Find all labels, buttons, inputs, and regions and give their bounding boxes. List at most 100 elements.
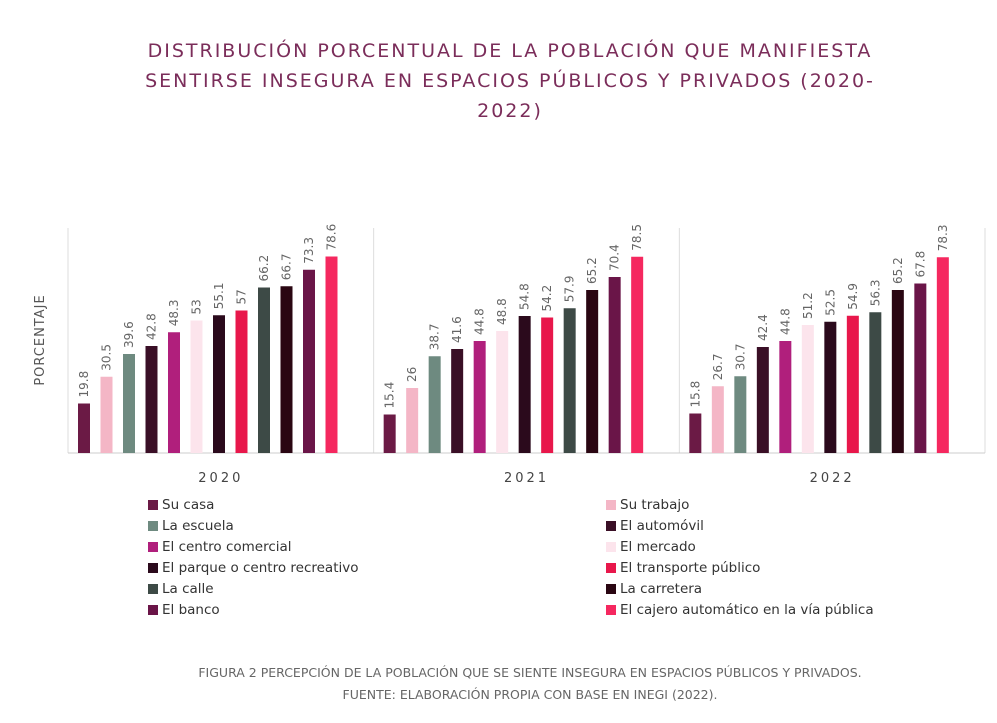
bar xyxy=(586,290,599,453)
bar xyxy=(846,315,859,453)
value-label: 19.8 xyxy=(77,371,91,398)
bar xyxy=(78,403,90,453)
x-tick-label: 2020 xyxy=(198,471,243,486)
legend-item: El transporte público xyxy=(606,557,760,578)
bar xyxy=(213,315,225,453)
legend-label: Su casa xyxy=(162,496,215,513)
legend-label: El automóvil xyxy=(620,517,704,534)
legend-label: El mercado xyxy=(620,538,696,555)
bar xyxy=(914,283,927,453)
value-label: 65.2 xyxy=(585,257,599,284)
bar xyxy=(190,320,203,453)
legend-swatch xyxy=(606,562,616,573)
value-label: 26.7 xyxy=(711,354,725,381)
bar xyxy=(756,347,769,453)
legend-swatch xyxy=(148,541,158,552)
bar xyxy=(689,413,702,453)
bar xyxy=(168,332,180,453)
bar xyxy=(235,310,248,453)
legend-label: El banco xyxy=(162,601,220,618)
bar xyxy=(100,376,113,453)
value-label: 57 xyxy=(235,289,249,304)
value-label: 44.8 xyxy=(778,308,792,335)
bar xyxy=(801,325,814,453)
legend-item: El mercado xyxy=(606,536,696,557)
value-label: 52.5 xyxy=(823,289,837,316)
value-label: 42.8 xyxy=(145,313,159,340)
value-label: 78.5 xyxy=(630,224,644,251)
legend-swatch xyxy=(606,541,616,552)
legend-item: El centro comercial xyxy=(148,536,292,557)
legend-item: Su trabajo xyxy=(606,494,689,515)
value-label: 15.4 xyxy=(383,382,397,409)
bar xyxy=(711,386,724,453)
legend-label: El transporte público xyxy=(620,559,761,576)
value-label: 66.7 xyxy=(280,254,294,281)
bar xyxy=(451,349,464,453)
legend-item: El cajero automático en la vía pública xyxy=(606,599,874,620)
bar xyxy=(496,331,509,453)
value-label: 54.9 xyxy=(846,283,860,310)
value-label: 44.8 xyxy=(473,308,487,335)
bar xyxy=(563,308,576,453)
value-label: 54.8 xyxy=(518,283,532,310)
bar xyxy=(428,356,441,453)
legend-item: El parque o centro recreativo xyxy=(148,557,359,578)
legend-swatch xyxy=(606,583,616,594)
value-label: 39.6 xyxy=(122,321,136,348)
legend-label: La carretera xyxy=(620,580,703,597)
legend-swatch xyxy=(148,520,158,531)
value-label: 78.3 xyxy=(936,225,950,252)
value-label: 26 xyxy=(405,367,419,382)
legend-swatch xyxy=(148,499,158,510)
bar xyxy=(779,341,792,453)
bar xyxy=(280,286,293,453)
value-label: 54.2 xyxy=(540,285,554,312)
legend-label: La escuela xyxy=(162,517,234,534)
legend-label: El cajero automático en la vía pública xyxy=(620,601,874,618)
legend-swatch xyxy=(606,499,616,510)
value-label: 53 xyxy=(190,299,204,314)
legend-item: Su casa xyxy=(148,494,214,515)
value-label: 48.8 xyxy=(495,298,509,325)
value-label: 73.3 xyxy=(302,237,316,264)
value-label: 38.7 xyxy=(428,324,442,351)
legend-item: La escuela xyxy=(148,515,234,536)
value-label: 48.3 xyxy=(167,300,181,327)
value-label: 55.1 xyxy=(212,283,226,310)
value-label: 70.4 xyxy=(608,244,622,271)
legend-item: La carretera xyxy=(606,578,702,599)
bar xyxy=(383,414,396,453)
legend-swatch xyxy=(606,520,616,531)
y-axis-label: PORCENTAJE xyxy=(33,294,48,385)
x-tick-label: 2021 xyxy=(504,471,549,486)
value-label: 41.6 xyxy=(450,316,464,343)
caption: FIGURA 2 PERCEPCIÓN DE LA POBLACIÓN QUE … xyxy=(198,665,862,702)
bar xyxy=(473,341,486,453)
value-label: 66.2 xyxy=(257,255,271,282)
legend-item: La calle xyxy=(148,578,214,599)
bar xyxy=(303,269,315,453)
value-label: 42.4 xyxy=(756,314,770,341)
bar xyxy=(541,317,554,453)
value-label: 67.8 xyxy=(913,251,927,278)
legend-item: El banco xyxy=(148,599,220,620)
legend-label: La calle xyxy=(162,580,214,597)
bar xyxy=(258,287,270,453)
bar xyxy=(518,316,531,453)
bar xyxy=(145,346,158,453)
value-label: 57.9 xyxy=(563,276,577,303)
bar xyxy=(824,321,837,453)
bar xyxy=(891,290,904,453)
legend-swatch xyxy=(148,604,158,615)
bar xyxy=(123,354,135,453)
bar xyxy=(869,312,882,453)
bar xyxy=(936,257,949,453)
x-tick-label: 2022 xyxy=(810,471,855,486)
chart-title: DISTRIBUCIÓN PORCENTUAL DE LA POBLACIÓN … xyxy=(145,40,875,122)
legend-label: El centro comercial xyxy=(162,538,292,555)
bar xyxy=(608,277,621,453)
bar xyxy=(406,388,419,453)
